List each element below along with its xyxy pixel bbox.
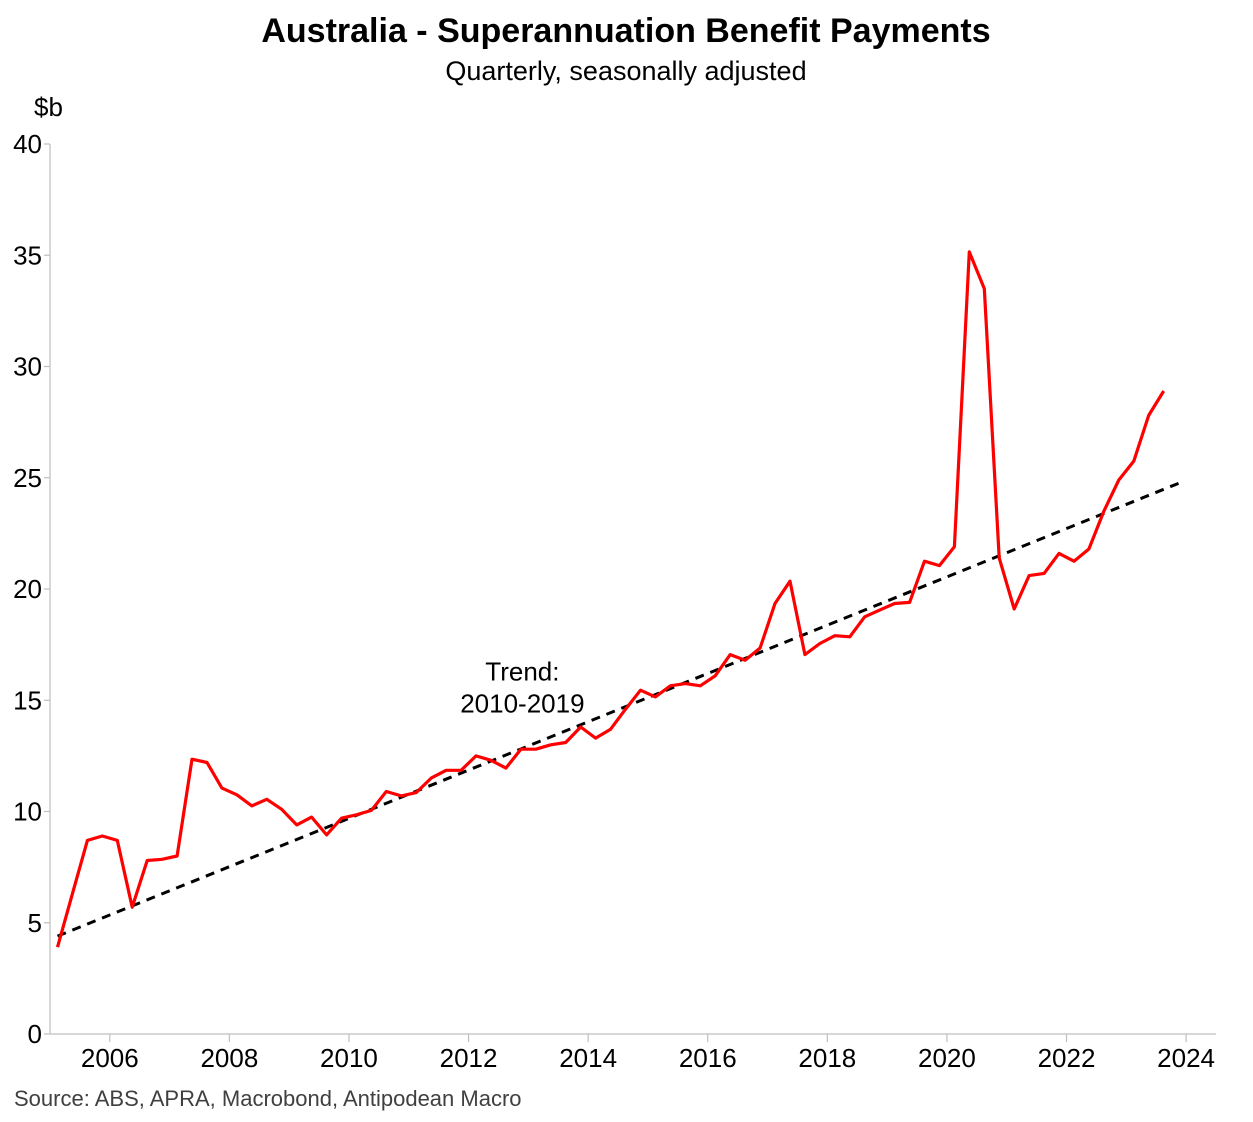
x-tick-label: 2014 <box>559 1043 617 1073</box>
trend-line <box>56 481 1180 938</box>
y-axis-label: $b <box>34 92 63 122</box>
trend-annotation-line: 2010-2019 <box>460 688 584 718</box>
y-tick-label: 35 <box>13 240 42 270</box>
x-tick-label: 2022 <box>1038 1043 1096 1073</box>
axes <box>49 144 1216 1035</box>
y-tick-label: 10 <box>13 797 42 827</box>
x-tick-label: 2018 <box>798 1043 856 1073</box>
benefit-payments-line <box>55 250 1166 948</box>
series-layer <box>55 250 1180 948</box>
y-tick-label: 40 <box>13 129 42 159</box>
x-tick-label: 2020 <box>918 1043 976 1073</box>
y-tick-label: 15 <box>13 685 42 715</box>
y-tick-label: 5 <box>28 908 42 938</box>
y-tick-label: 0 <box>28 1019 42 1049</box>
x-tick-label: 2010 <box>320 1043 378 1073</box>
annotation-layer: Trend:2010-2019 <box>460 656 584 718</box>
x-ticks: 2006 2008 2010 2012 2014 2016 2018 2020 2022 2024 <box>81 1034 1215 1073</box>
trend-annotation-line: Trend: <box>485 656 559 686</box>
y-tick-label: 30 <box>13 352 42 382</box>
y-tick-label: 25 <box>13 463 42 493</box>
x-tick-label: 2016 <box>679 1043 737 1073</box>
y-tick-label: 20 <box>13 574 42 604</box>
source-note: Source: ABS, APRA, Macrobond, Antipodean… <box>14 1086 522 1111</box>
x-tick-label: 2024 <box>1157 1043 1215 1073</box>
y-ticks: 0 5 10 15 20 25 30 35 40 <box>13 129 50 1049</box>
x-tick-label: 2012 <box>440 1043 498 1073</box>
x-tick-label: 2006 <box>81 1043 139 1073</box>
chart-subtitle: Quarterly, seasonally adjusted <box>445 56 806 86</box>
chart-title: Australia - Superannuation Benefit Payme… <box>261 12 990 50</box>
x-tick-label: 2008 <box>200 1043 258 1073</box>
